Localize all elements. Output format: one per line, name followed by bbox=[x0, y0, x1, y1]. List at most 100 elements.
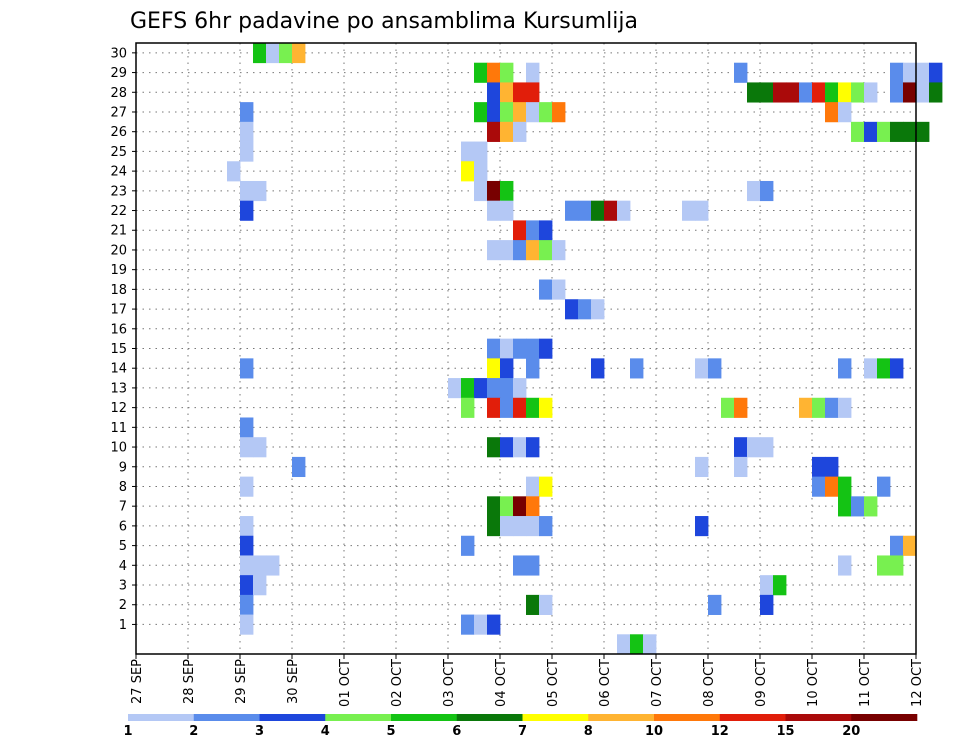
legend-label: 10 bbox=[645, 724, 663, 739]
y-tick-label: 28 bbox=[110, 86, 127, 101]
heatmap-cell bbox=[240, 437, 254, 458]
heatmap-cell bbox=[903, 82, 917, 103]
heatmap-cell bbox=[565, 299, 579, 320]
heatmap-cell bbox=[916, 121, 930, 142]
heatmap-cell bbox=[279, 43, 293, 64]
heatmap-cell bbox=[500, 397, 514, 418]
y-tick-label: 25 bbox=[110, 145, 127, 160]
heatmap-cell bbox=[253, 555, 267, 576]
heatmap-cell bbox=[487, 121, 501, 142]
legend-swatch bbox=[522, 714, 589, 721]
heatmap-cell bbox=[513, 240, 527, 261]
heatmap-cell bbox=[487, 62, 501, 83]
heatmap-cell bbox=[539, 594, 553, 615]
heatmap-cell bbox=[513, 555, 527, 576]
y-tick-label: 10 bbox=[110, 441, 127, 456]
legend-swatch bbox=[785, 714, 852, 721]
heatmap-cell bbox=[786, 82, 800, 103]
y-tick-label: 4 bbox=[119, 559, 127, 574]
chart-title: GEFS 6hr padavine po ansamblima Kursumli… bbox=[130, 9, 638, 34]
x-tick-label: 07 OCT bbox=[650, 659, 665, 707]
legend-label: 1 bbox=[123, 724, 132, 739]
y-tick-label: 8 bbox=[119, 480, 127, 495]
heatmap-cell bbox=[500, 437, 514, 458]
heatmap-cell bbox=[760, 575, 774, 596]
heatmap-cell bbox=[500, 378, 514, 399]
heatmap-cell bbox=[513, 82, 527, 103]
heatmap-cell bbox=[487, 200, 501, 221]
heatmap-cell bbox=[747, 82, 761, 103]
legend-swatch bbox=[259, 714, 326, 721]
heatmap-cell bbox=[799, 397, 813, 418]
y-tick-label: 2 bbox=[119, 598, 127, 613]
legend-swatch bbox=[719, 714, 786, 721]
heatmap-cell bbox=[734, 456, 748, 478]
y-tick-label: 1 bbox=[119, 618, 127, 633]
heatmap-cell bbox=[240, 358, 254, 379]
heatmap-cell bbox=[734, 397, 748, 418]
y-tick-label: 7 bbox=[119, 500, 127, 515]
heatmap-cell bbox=[591, 299, 605, 320]
heatmap-cell bbox=[240, 141, 254, 162]
heatmap-cell bbox=[825, 397, 839, 418]
x-tick-label: 05 OCT bbox=[546, 659, 561, 707]
heatmap-cell bbox=[825, 82, 839, 103]
heatmap-cell bbox=[487, 240, 501, 261]
y-tick-label: 12 bbox=[110, 401, 127, 416]
heatmap-cell bbox=[513, 121, 527, 142]
y-tick-label: 20 bbox=[110, 243, 127, 258]
heatmap-cell bbox=[851, 496, 865, 517]
heatmap-cell bbox=[916, 62, 930, 83]
x-tick-label: 12 OCT bbox=[910, 659, 925, 707]
heatmap-cell bbox=[487, 496, 501, 517]
y-tick-label: 15 bbox=[110, 342, 127, 357]
heatmap-cell bbox=[253, 43, 267, 64]
heatmap-cell bbox=[812, 82, 826, 103]
x-tick-label: 27 SEP bbox=[130, 659, 145, 704]
heatmap-cell bbox=[474, 161, 488, 182]
y-tick-label: 11 bbox=[110, 421, 127, 436]
y-tick-label: 24 bbox=[110, 165, 127, 180]
heatmap-cell bbox=[695, 200, 709, 221]
heatmap-cell bbox=[487, 102, 501, 123]
heatmap-cell bbox=[240, 417, 254, 438]
legend-label: 3 bbox=[255, 724, 264, 739]
heatmap-cell bbox=[487, 180, 501, 202]
heatmap-cell bbox=[526, 555, 540, 576]
heatmap-cell bbox=[682, 200, 696, 221]
heatmap-cell bbox=[526, 240, 540, 261]
heatmap-cell bbox=[461, 141, 475, 162]
x-tick-label: 01 OCT bbox=[338, 659, 353, 707]
heatmap-cell bbox=[500, 102, 514, 123]
heatmap-cell bbox=[929, 82, 943, 103]
heatmap-cell bbox=[604, 200, 618, 221]
heatmap-cell bbox=[890, 62, 904, 83]
x-tick-label: 03 OCT bbox=[442, 659, 457, 707]
y-axis-ticks: 1234567891011121314151617181920212223242… bbox=[110, 46, 136, 633]
heatmap-cell bbox=[591, 358, 605, 379]
heatmap-cell bbox=[526, 62, 540, 83]
heatmap-cell bbox=[838, 397, 852, 418]
legend-swatch bbox=[128, 714, 195, 721]
heatmap-cell bbox=[487, 378, 501, 399]
heatmap-cell bbox=[877, 358, 891, 379]
heatmap-cell bbox=[539, 338, 553, 359]
heatmap-cell bbox=[552, 102, 566, 123]
heatmap-cell bbox=[266, 43, 280, 64]
heatmap-cell bbox=[461, 378, 475, 399]
heatmap-cell bbox=[760, 82, 774, 103]
y-tick-label: 13 bbox=[110, 381, 127, 396]
heatmap-cell bbox=[838, 476, 852, 497]
heatmap-cell bbox=[253, 180, 267, 202]
y-tick-label: 22 bbox=[110, 204, 127, 219]
heatmap-cell bbox=[526, 496, 540, 517]
heatmap-cell bbox=[513, 516, 527, 537]
y-tick-label: 26 bbox=[110, 125, 127, 140]
legend-swatch bbox=[588, 714, 655, 721]
heatmap-cell bbox=[487, 397, 501, 418]
heatmap-cell bbox=[812, 397, 826, 418]
y-tick-label: 6 bbox=[119, 519, 127, 534]
heatmap-cell bbox=[890, 555, 904, 576]
y-tick-label: 29 bbox=[110, 66, 127, 81]
heatmap-cell bbox=[630, 634, 644, 655]
